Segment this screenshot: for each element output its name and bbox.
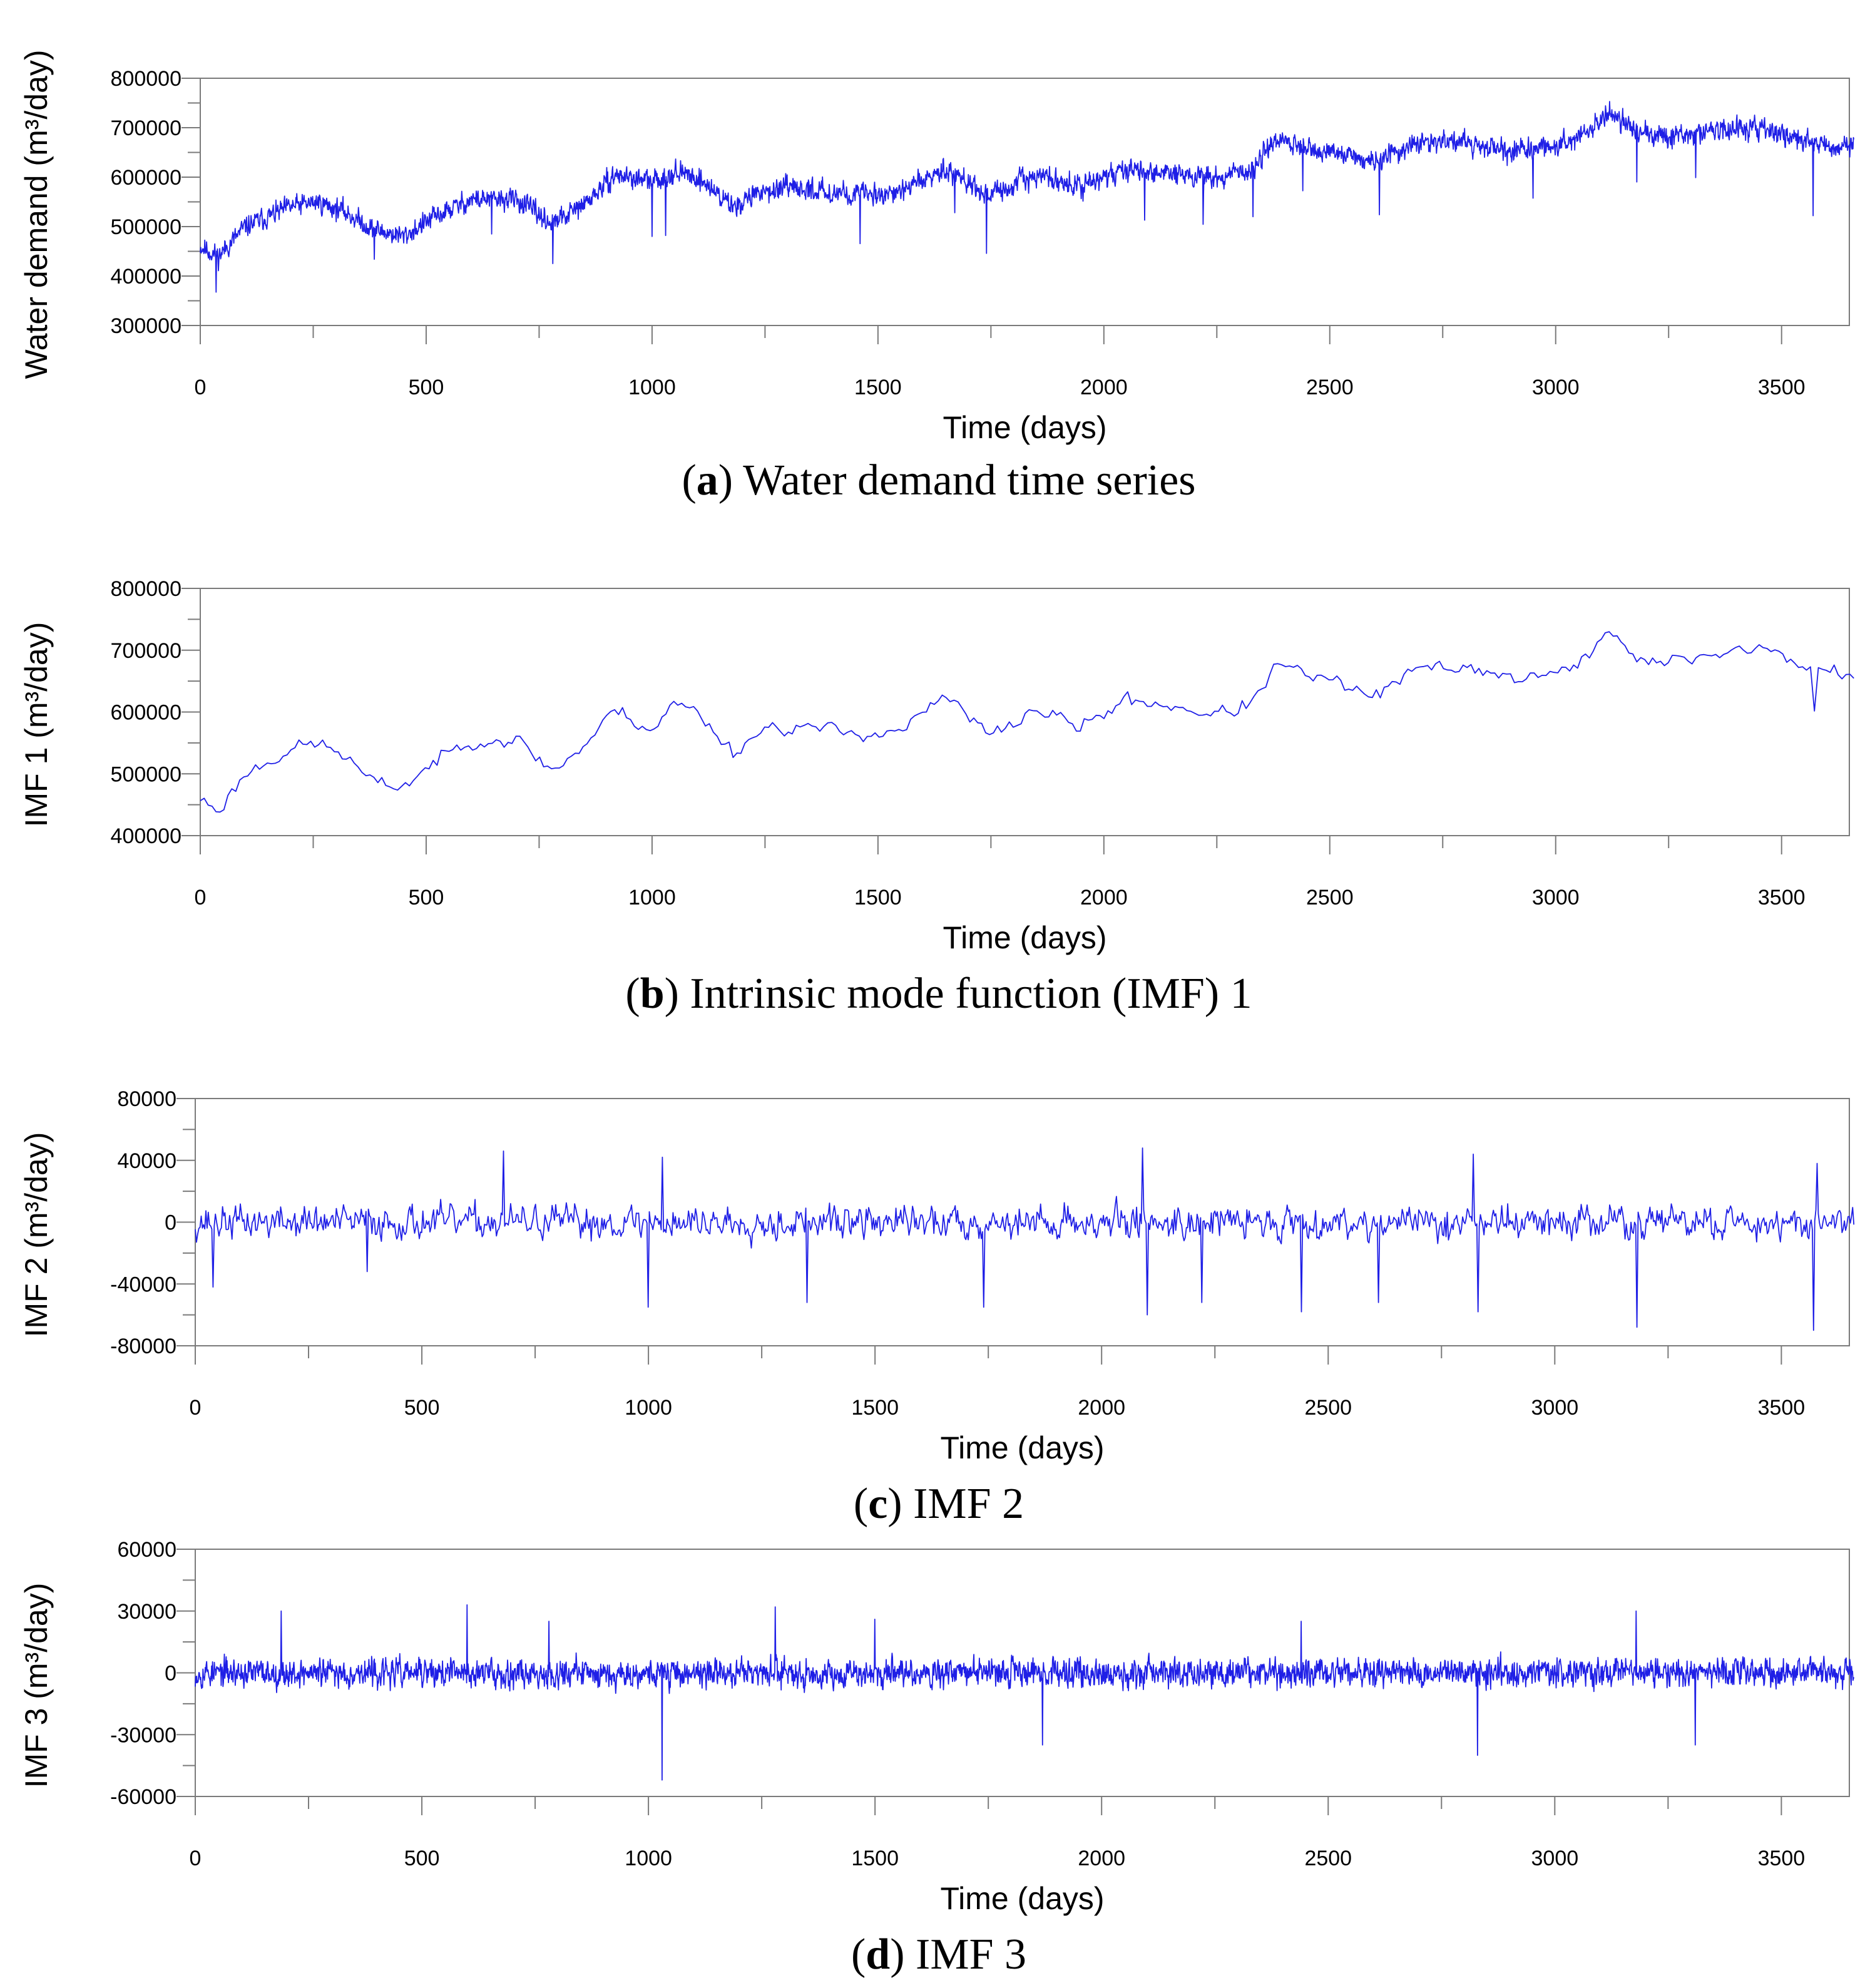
x-tick-label: 1000 <box>628 886 676 909</box>
x-tick-label: 1500 <box>851 1847 899 1870</box>
x-tick-label: 500 <box>409 376 444 399</box>
y-tick-label: 700000 <box>111 116 181 140</box>
y-tick-label: 500000 <box>111 215 181 239</box>
x-tick-label: 3500 <box>1758 886 1806 909</box>
plot-frame <box>195 1098 1850 1346</box>
x-tick-label: 3000 <box>1532 376 1580 399</box>
y-axis-title: IMF 3 (m³/day) <box>19 1583 54 1788</box>
y-axis-title: Water demand (m³/day) <box>19 49 54 379</box>
y-tick-label: -80000 <box>110 1335 176 1358</box>
series-line-d <box>195 1604 1855 1781</box>
x-tick-label: 3500 <box>1758 1396 1806 1420</box>
panel-caption: (a) Water demand time series <box>682 456 1195 505</box>
x-tick-label: 500 <box>404 1847 440 1870</box>
y-tick-label: 30000 <box>117 1600 176 1624</box>
plot-frame <box>200 588 1850 836</box>
x-axis-title: Time (days) <box>940 1430 1104 1465</box>
x-tick-label: 2500 <box>1304 1396 1352 1420</box>
x-tick-label: 1000 <box>625 1847 672 1870</box>
y-tick-label: -40000 <box>110 1273 176 1296</box>
x-tick-label: 3500 <box>1758 1847 1806 1870</box>
y-tick-label: 600000 <box>111 701 181 725</box>
chart-panel-b: 0 500 1000 1500 2000 2500 3000 3500 400000 500000… <box>19 577 1854 1018</box>
y-tick-label: 600000 <box>111 166 181 190</box>
x-tick-label: 1500 <box>851 1396 899 1420</box>
x-tick-label: 3000 <box>1532 886 1580 909</box>
chart-panel-d: 0 500 1000 1500 2000 2500 3000 3500 -60000 -30000… <box>19 1538 1855 1979</box>
y-tick-label: 800000 <box>111 577 181 601</box>
x-tick-label: 2000 <box>1078 1847 1125 1870</box>
series-line-c <box>195 1147 1855 1331</box>
series-line-a <box>200 101 1855 293</box>
panel-caption: (b) Intrinsic mode function (IMF) 1 <box>625 970 1252 1018</box>
chart-panel-c: 0 500 1000 1500 2000 2500 3000 3500 -80000 -40000… <box>19 1087 1855 1528</box>
y-tick-label: 60000 <box>117 1538 176 1562</box>
y-tick-label: 0 <box>165 1211 176 1235</box>
x-tick-label: 0 <box>190 1847 202 1870</box>
y-tick-label: -30000 <box>110 1723 176 1747</box>
y-tick-label: 400000 <box>111 265 181 289</box>
x-tick-label: 2500 <box>1306 886 1354 909</box>
y-tick-label: 0 <box>165 1662 176 1686</box>
x-tick-label: 0 <box>195 376 207 399</box>
x-tick-label: 2000 <box>1080 376 1128 399</box>
y-tick-label: 300000 <box>111 314 181 338</box>
x-tick-label: 2500 <box>1304 1847 1352 1870</box>
y-tick-label: 700000 <box>111 639 181 663</box>
x-axis-title: Time (days) <box>943 920 1106 955</box>
panel-caption: (c) IMF 2 <box>854 1480 1024 1528</box>
x-tick-label: 3000 <box>1531 1396 1579 1420</box>
series-line-b <box>200 631 1854 813</box>
x-tick-label: 3000 <box>1531 1847 1579 1870</box>
panel-caption: (d) IMF 3 <box>851 1930 1026 1979</box>
y-tick-label: -60000 <box>110 1785 176 1809</box>
y-tick-label: 500000 <box>111 762 181 786</box>
x-tick-label: 2000 <box>1078 1396 1125 1420</box>
x-tick-label: 1500 <box>854 886 902 909</box>
x-tick-label: 0 <box>190 1396 202 1420</box>
x-tick-label: 2000 <box>1080 886 1128 909</box>
x-axis-title: Time (days) <box>943 410 1106 445</box>
y-tick-label: 800000 <box>111 67 181 91</box>
x-tick-label: 500 <box>409 886 444 909</box>
x-tick-label: 3500 <box>1758 376 1806 399</box>
y-tick-label: 80000 <box>117 1087 176 1111</box>
x-tick-label: 1500 <box>854 376 902 399</box>
x-tick-label: 500 <box>404 1396 440 1420</box>
y-axis-title: IMF 2 (m³/day) <box>19 1132 54 1338</box>
y-tick-label: 40000 <box>117 1149 176 1173</box>
x-tick-label: 0 <box>195 886 207 909</box>
y-axis-title: IMF 1 (m³/day) <box>19 622 54 827</box>
y-tick-label: 400000 <box>111 824 181 848</box>
x-tick-label: 2500 <box>1306 376 1354 399</box>
x-axis-title: Time (days) <box>940 1881 1104 1916</box>
x-tick-label: 1000 <box>625 1396 672 1420</box>
chart-panel-a: 0 500 1000 1500 2000 2500 3000 3500 300000 400000… <box>19 49 1855 505</box>
x-tick-label: 1000 <box>628 376 676 399</box>
